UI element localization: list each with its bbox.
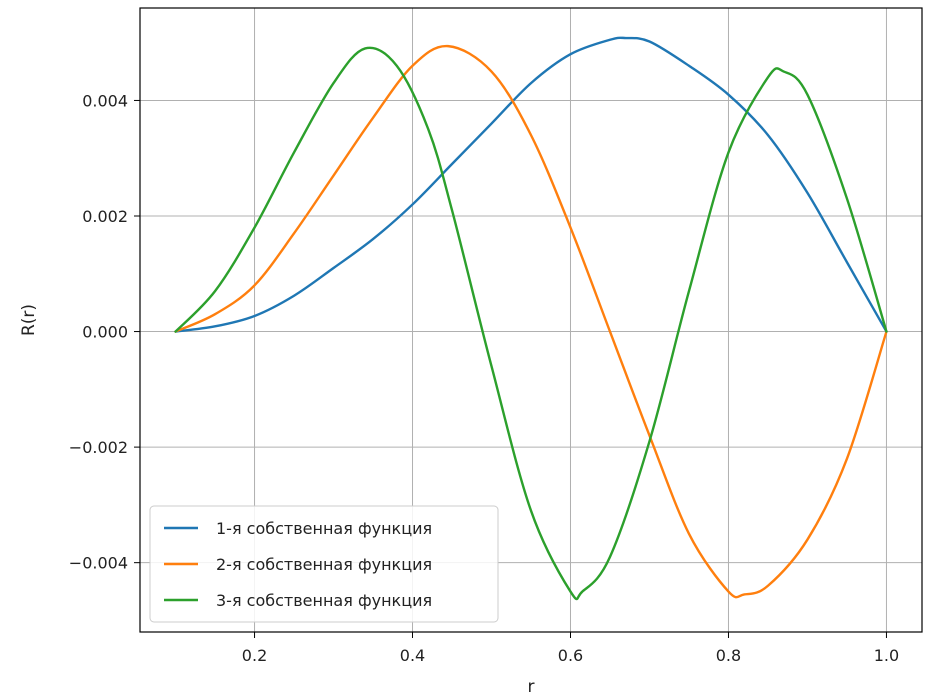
x-tick-label: 0.6 <box>558 646 583 665</box>
series-line-2 <box>174 44 888 599</box>
y-tick-label: −0.002 <box>69 438 128 457</box>
x-tick-label: 0.2 <box>242 646 267 665</box>
x-axis-label: r <box>528 677 535 697</box>
plot-frame <box>139 7 923 633</box>
legend-box <box>149 505 499 623</box>
y-tick-label: 0.004 <box>82 91 128 110</box>
x-tick-label: 0.4 <box>400 646 425 665</box>
y-axis-label: R(r) <box>19 304 39 336</box>
x-tick-label: 0.8 <box>716 646 741 665</box>
legend: 1-я собственная функция 2-я собственная ф… <box>149 505 499 623</box>
legend-label-1: 1-я собственная функция <box>216 519 432 538</box>
y-tick-label: −0.004 <box>69 554 128 573</box>
legend-label-2: 2-я собственная функция <box>216 555 432 574</box>
series-line-1 <box>174 36 888 333</box>
ticks: 0.2 0.4 0.6 0.8 1.0 −0.004 −0.002 0.000 0.002 0.0… <box>69 91 899 665</box>
legend-label-3: 3-я собственная функция <box>216 591 432 610</box>
series-layer <box>174 36 888 601</box>
y-tick-label: 0.002 <box>82 207 128 226</box>
series-line-3 <box>174 46 888 601</box>
x-tick-label: 1.0 <box>874 646 899 665</box>
y-tick-label: 0.000 <box>82 323 128 342</box>
